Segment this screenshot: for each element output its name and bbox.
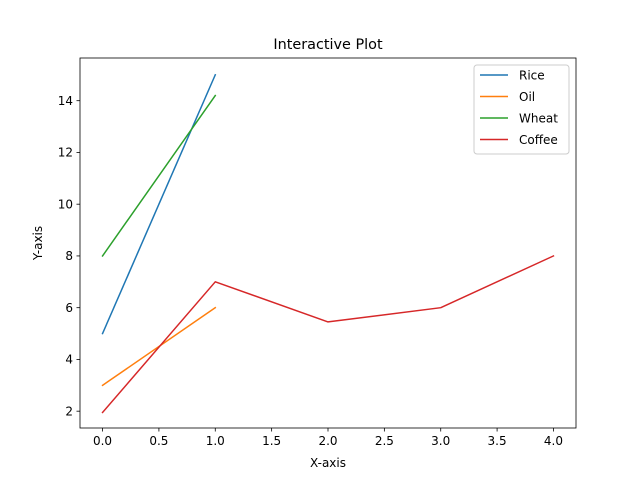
series-line-rice (101, 73, 217, 335)
x-tick-label: 3.0 (431, 434, 450, 448)
legend-label-coffee: Coffee (519, 133, 558, 147)
x-tick-label: 1.5 (262, 434, 281, 448)
x-tick-label: 0.0 (93, 434, 112, 448)
legend: Rice Oil Wheat Coffee (473, 64, 570, 155)
x-axis: 0.0 0.5 1.0 1.5 2.0 2.5 3.0 3.5 4.0 (93, 428, 563, 448)
y-tick-label: 12 (58, 146, 73, 160)
legend-label-rice: Rice (519, 68, 545, 82)
y-axis-label: Y-axis (31, 226, 45, 261)
chart-title: Interactive Plot (273, 37, 383, 53)
series-line-wheat (101, 94, 217, 257)
x-tick-label: 0.5 (149, 434, 168, 448)
y-tick-label: 8 (65, 249, 73, 263)
x-tick-label: 2.0 (318, 434, 337, 448)
x-tick-label: 3.5 (488, 434, 507, 448)
legend-label-wheat: Wheat (519, 111, 558, 125)
x-tick-label: 1.0 (206, 434, 225, 448)
legend-box (473, 64, 570, 155)
y-tick-label: 10 (58, 197, 73, 211)
x-tick-label: 4.0 (544, 434, 563, 448)
y-tick-label: 4 (65, 353, 73, 367)
y-tick-label: 2 (65, 404, 73, 418)
series-line-coffee (101, 254, 555, 414)
legend-label-oil: Oil (519, 90, 535, 104)
y-tick-label: 14 (58, 94, 73, 108)
series-lines (101, 73, 555, 414)
y-tick-label: 6 (65, 301, 73, 315)
y-axis: 2 4 6 8 10 12 14 (58, 94, 80, 418)
x-tick-label: 2.5 (375, 434, 394, 448)
x-axis-label: X-axis (310, 456, 346, 470)
